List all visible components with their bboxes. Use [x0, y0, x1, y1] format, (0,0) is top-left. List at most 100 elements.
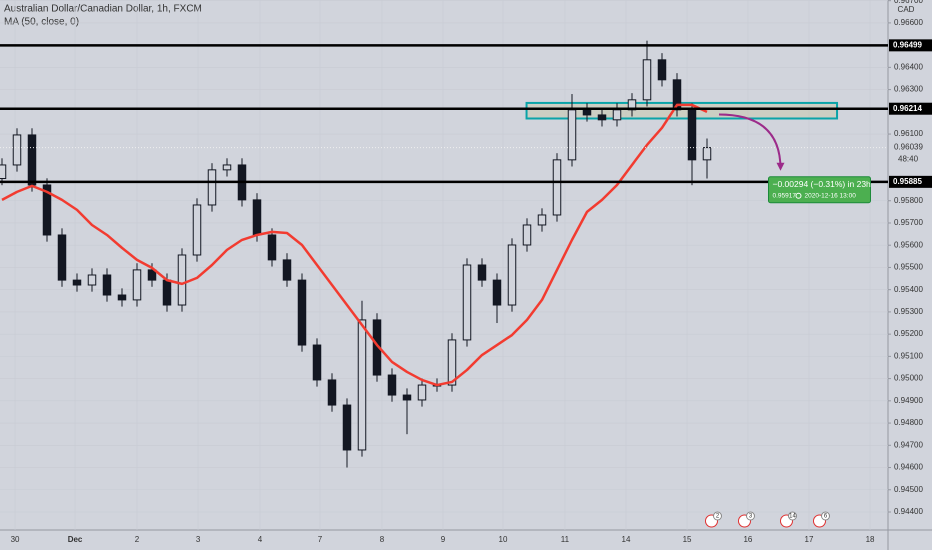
level-label: 0.96499 [893, 40, 922, 49]
x-tick-label: 10 [499, 535, 508, 544]
y-tick-label: 0.95500 [894, 263, 923, 272]
event-badge [820, 511, 830, 521]
candle-body [102, 274, 112, 296]
candle-body [582, 109, 592, 116]
y-tick-label: 0.94400 [894, 507, 923, 516]
y-tick-label: 0.96100 [894, 129, 923, 138]
y-tick-label: 0.96600 [894, 18, 923, 27]
candle-body [597, 114, 607, 121]
candle-body [327, 379, 337, 406]
candle-body [342, 404, 352, 451]
x-tick-label: 18 [866, 535, 875, 544]
candle-body [132, 269, 142, 301]
projection-arrow [718, 113, 782, 169]
level-label-box [889, 39, 932, 52]
candle-body [357, 319, 367, 451]
y-tick-label: 0.94500 [894, 485, 923, 494]
y-tick-label: 0.94800 [894, 418, 923, 427]
y-tick-label: 0.95700 [894, 218, 923, 227]
x-tick-label: 15 [683, 535, 692, 544]
projection-date: 2020-12-16 13:00 [804, 192, 856, 199]
candle-body [567, 109, 577, 161]
y-tick-label: 0.95800 [894, 196, 923, 205]
x-tick-label: 8 [380, 535, 385, 544]
event-count: 6 [824, 514, 828, 520]
x-tick-label: 30 [11, 535, 20, 544]
event-count: 2 [716, 514, 720, 520]
currency-label: CAD [898, 5, 915, 14]
level-label: 0.95885 [893, 177, 922, 186]
candle-body [147, 269, 157, 281]
candle-body [522, 224, 532, 246]
candle-body [57, 234, 67, 281]
candle-body [252, 199, 262, 236]
event-count: 3 [749, 514, 753, 520]
x-tick-label: 7 [318, 535, 323, 544]
y-tick-label: 0.95000 [894, 374, 923, 383]
x-tick-label: 16 [743, 535, 752, 544]
y-tick-label: 0.94900 [894, 396, 923, 405]
candle-body [177, 254, 187, 306]
x-tick-label: 11 [561, 535, 570, 544]
event-badge [712, 511, 722, 521]
candle-body [507, 244, 517, 306]
candle-body [72, 279, 82, 286]
y-tick-label: 0.96700 [894, 0, 923, 5]
x-tick-label: 3 [196, 535, 201, 544]
candle-body [612, 109, 622, 121]
candle-body [162, 279, 172, 306]
x-tick-label: 17 [805, 535, 814, 544]
projection-price: 0.95917 [772, 192, 796, 199]
y-tick-label: 0.94600 [894, 463, 923, 472]
candle-body [27, 134, 37, 186]
candle-body [0, 164, 7, 180]
candle-body [537, 214, 547, 226]
projection-box [767, 176, 871, 204]
y-tick-label: 0.96400 [894, 62, 923, 71]
candle-body [192, 204, 202, 256]
event-count: 14 [789, 514, 796, 520]
projection-change: −0.00294 (−0.31%) in 23h [772, 179, 871, 189]
x-tick-label: 2 [135, 535, 140, 544]
candle-body [492, 279, 502, 306]
clock-icon [795, 192, 802, 199]
y-tick-label: 0.95300 [894, 307, 923, 316]
level-label-box [889, 175, 932, 188]
ma-line [1, 103, 708, 387]
candle-body [657, 59, 667, 81]
x-tick-label: 4 [258, 535, 263, 544]
y-tick-label: 0.95100 [894, 351, 923, 360]
chart-title: Australian Dollar/Canadian Dollar, 1h, F… [4, 4, 202, 15]
candle-body [417, 384, 427, 401]
candle-body [462, 264, 472, 341]
candle-body [117, 294, 127, 301]
candle-body [387, 374, 397, 396]
candle-body [702, 147, 712, 161]
x-tick-label: 14 [622, 535, 631, 544]
candle-body [42, 184, 52, 236]
y-tick-label: 0.94700 [894, 440, 923, 449]
last-price-label: 0.96039 [894, 143, 923, 152]
candle-body [12, 134, 22, 166]
level-label: 0.96214 [893, 104, 922, 113]
candle-body [402, 394, 412, 401]
candle-body [222, 164, 232, 171]
last-price-box [889, 141, 932, 166]
candle-body [87, 274, 97, 286]
y-tick-label: 0.95600 [894, 240, 923, 249]
y-tick-label: 0.95400 [894, 285, 923, 294]
level-label-box [889, 102, 932, 115]
candle-body [312, 344, 322, 381]
event-badge [787, 511, 797, 521]
candle-body [552, 159, 562, 216]
candle-body [297, 279, 307, 346]
candle-body [447, 339, 457, 386]
candle-body [267, 234, 277, 261]
x-tick-label: 9 [441, 535, 446, 544]
candle-body [687, 109, 697, 161]
y-tick-label: 0.96300 [894, 85, 923, 94]
arrow-head [776, 162, 785, 171]
candle-body [207, 169, 217, 206]
event-badge [745, 511, 755, 521]
